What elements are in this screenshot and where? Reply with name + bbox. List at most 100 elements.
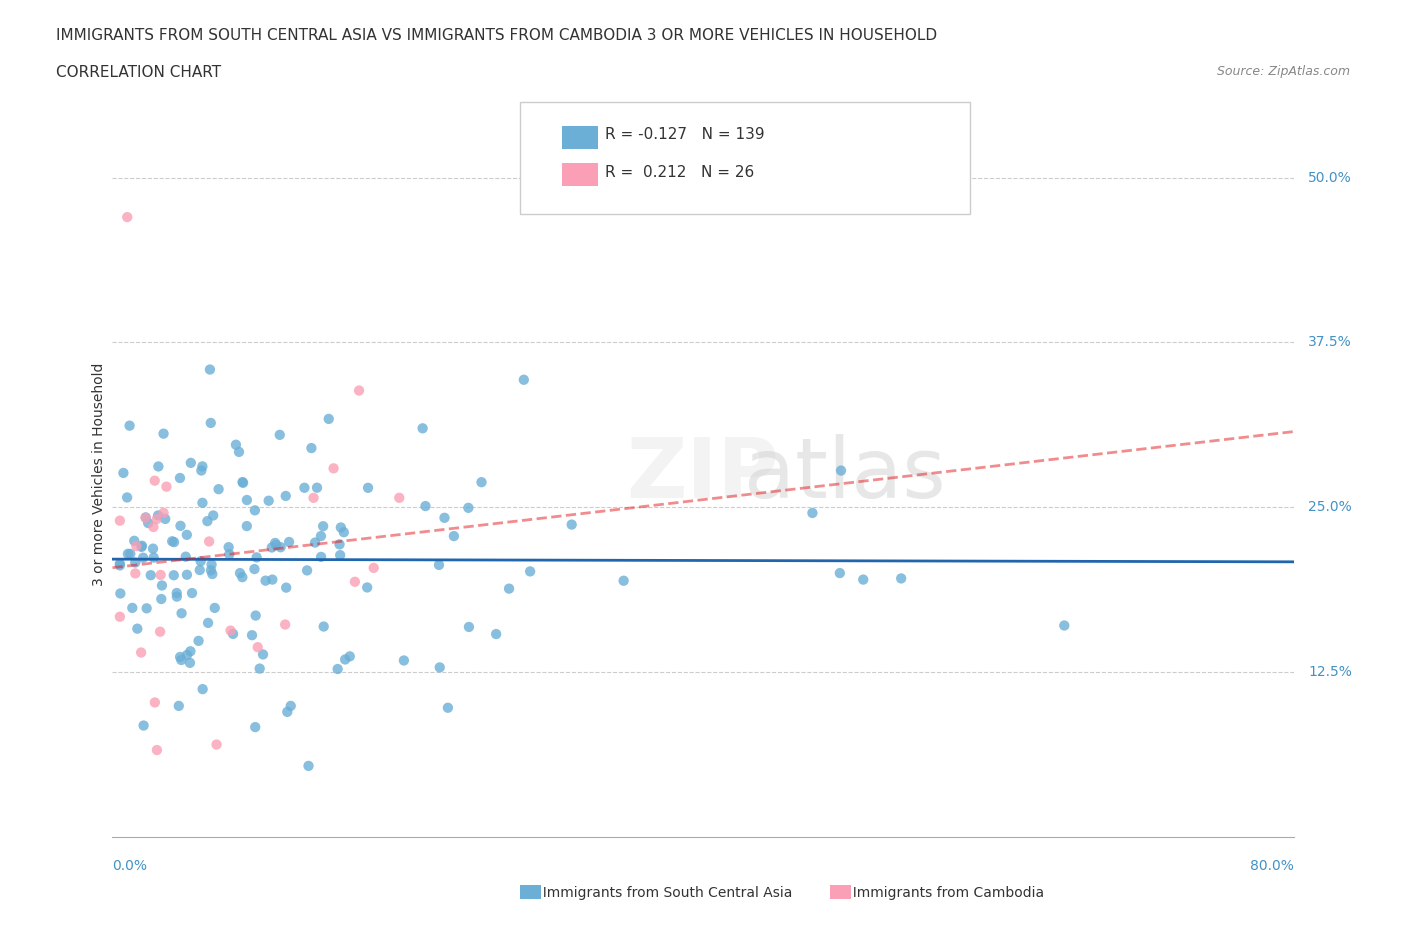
Text: Immigrants from South Central Asia: Immigrants from South Central Asia — [534, 885, 793, 900]
Point — [437, 700, 460, 715]
Point — [243, 562, 266, 577]
Point — [112, 466, 135, 481]
Point — [270, 539, 292, 554]
Point — [169, 518, 191, 533]
Point — [363, 561, 385, 576]
Text: 50.0%: 50.0% — [1309, 170, 1353, 184]
Point — [274, 618, 297, 632]
Point — [142, 551, 165, 565]
Point — [236, 493, 259, 508]
Point — [139, 567, 162, 582]
Point — [295, 563, 318, 578]
Point — [205, 737, 228, 752]
Point — [294, 480, 316, 495]
Point — [118, 418, 141, 433]
Point — [264, 536, 287, 551]
Point — [318, 411, 340, 426]
Point — [201, 566, 224, 581]
Point — [264, 538, 287, 552]
Point — [280, 698, 302, 713]
Point — [229, 565, 252, 580]
Point — [339, 649, 361, 664]
Point — [108, 558, 131, 573]
Point — [513, 372, 536, 387]
Point — [191, 459, 214, 474]
Text: CORRELATION CHART: CORRELATION CHART — [56, 65, 221, 80]
Point — [443, 528, 465, 543]
Text: 12.5%: 12.5% — [1309, 665, 1353, 679]
Point — [108, 513, 131, 528]
Point — [136, 515, 159, 530]
Text: Immigrants from Cambodia: Immigrants from Cambodia — [844, 885, 1043, 900]
Point — [240, 628, 263, 643]
Point — [149, 567, 172, 582]
Point — [169, 471, 191, 485]
Point — [166, 586, 188, 601]
Point — [143, 473, 166, 488]
Point — [299, 441, 322, 456]
Point — [117, 209, 138, 224]
Point — [150, 578, 173, 593]
Point — [132, 718, 155, 733]
Point — [262, 572, 284, 587]
Point — [155, 512, 177, 526]
Point — [333, 525, 356, 539]
Point — [357, 481, 380, 496]
Point — [312, 619, 335, 634]
Point — [392, 653, 415, 668]
Point — [197, 513, 219, 528]
Point — [135, 511, 157, 525]
Point — [356, 580, 378, 595]
Point — [143, 695, 166, 710]
Point — [830, 463, 852, 478]
Point — [828, 565, 851, 580]
Point — [312, 519, 335, 534]
Point — [519, 564, 541, 578]
Point — [328, 537, 350, 551]
Point — [110, 586, 132, 601]
Point — [198, 534, 221, 549]
Point — [326, 661, 349, 676]
Y-axis label: 3 or more Vehicles in Household: 3 or more Vehicles in Household — [91, 363, 105, 586]
Point — [219, 623, 242, 638]
Point — [132, 551, 155, 565]
Point — [160, 534, 183, 549]
Point — [249, 661, 271, 676]
Point — [613, 573, 636, 588]
Point — [274, 488, 297, 503]
Point — [117, 547, 139, 562]
Point — [142, 541, 165, 556]
Point — [246, 640, 269, 655]
Point — [276, 704, 298, 719]
Point — [890, 571, 912, 586]
Point — [166, 590, 188, 604]
Point — [125, 538, 148, 553]
Point — [252, 647, 274, 662]
Point — [329, 548, 352, 563]
Text: 37.5%: 37.5% — [1309, 336, 1353, 350]
Point — [245, 720, 267, 735]
Point — [333, 652, 356, 667]
Point — [470, 474, 492, 489]
Point — [429, 660, 451, 675]
Point — [150, 591, 173, 606]
Point — [174, 550, 197, 565]
Point — [170, 605, 193, 620]
Point — [427, 557, 450, 572]
Point — [155, 479, 177, 494]
Point — [245, 608, 267, 623]
Point — [108, 556, 131, 571]
Point — [108, 609, 131, 624]
Point — [257, 493, 280, 508]
Point — [176, 567, 198, 582]
Point — [121, 601, 143, 616]
Point — [122, 534, 145, 549]
Text: 80.0%: 80.0% — [1250, 858, 1294, 872]
Point — [412, 421, 434, 436]
Point — [498, 581, 520, 596]
Point — [131, 539, 153, 554]
Point — [801, 506, 824, 521]
Point — [260, 540, 283, 555]
Text: ZIP: ZIP — [627, 433, 779, 515]
Point — [124, 555, 146, 570]
